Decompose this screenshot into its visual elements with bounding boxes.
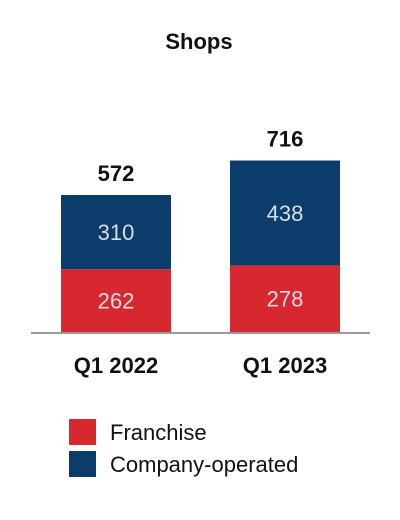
bar-franchise-1 xyxy=(61,269,171,332)
legend-item-company-operated: Company-operated xyxy=(69,451,298,477)
data-label-company-operated-1: 310 xyxy=(98,220,135,245)
bar-franchise-2 xyxy=(230,265,340,332)
chart-title: Shops xyxy=(165,29,232,54)
bars: 262 310 572 278 438 716 xyxy=(61,127,340,332)
category-labels: Q1 2022 Q1 2023 xyxy=(74,353,327,378)
data-label-franchise-1: 262 xyxy=(98,289,135,314)
legend-item-franchise: Franchise xyxy=(69,419,207,445)
total-label-2: 716 xyxy=(267,127,304,152)
legend-label: Franchise xyxy=(110,420,207,445)
legend-label: Company-operated xyxy=(110,452,298,477)
total-label-1: 572 xyxy=(98,161,135,186)
bar-company-operated-2 xyxy=(230,160,340,266)
legend-swatch xyxy=(69,419,96,445)
category-label-1: Q1 2022 xyxy=(74,353,158,378)
legend: Franchise Company-operated xyxy=(69,419,298,477)
category-label-2: Q1 2023 xyxy=(243,353,327,378)
legend-swatch xyxy=(69,451,96,477)
data-label-franchise-2: 278 xyxy=(267,287,304,312)
data-label-company-operated-2: 438 xyxy=(267,201,304,226)
bar-company-operated-1 xyxy=(61,195,171,270)
